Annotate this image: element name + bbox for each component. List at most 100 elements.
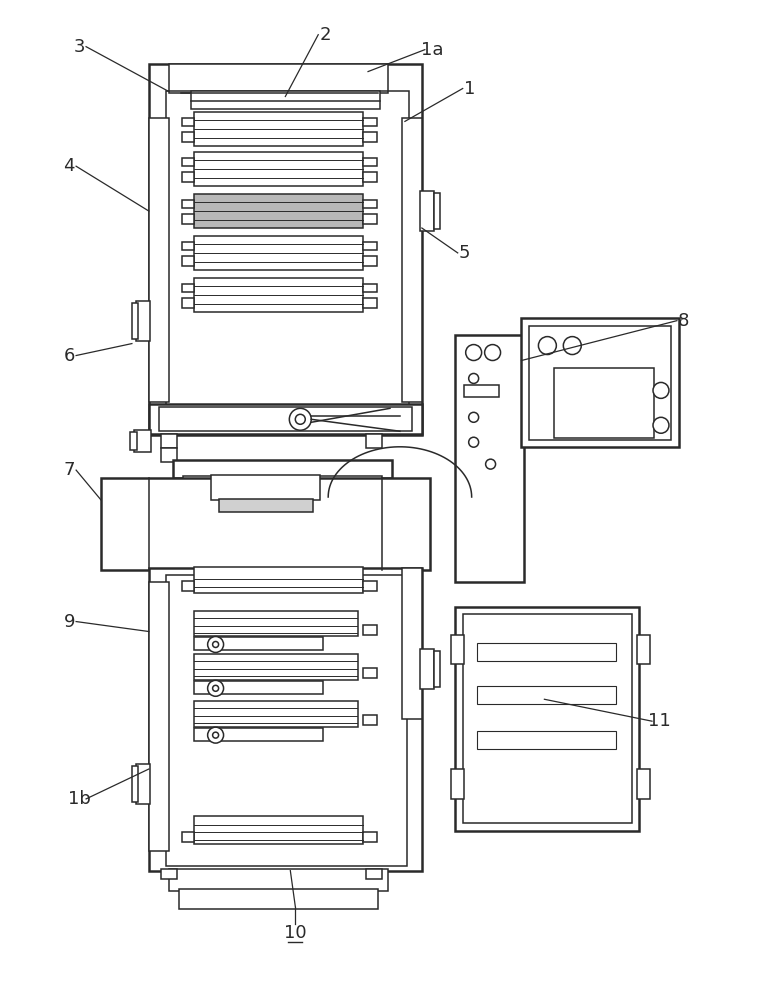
- Text: 10: 10: [284, 924, 306, 942]
- Bar: [363, 242, 377, 250]
- Bar: [363, 132, 377, 142]
- Bar: [363, 625, 377, 635]
- Circle shape: [466, 345, 482, 361]
- Bar: [194, 112, 363, 146]
- Text: 9: 9: [63, 613, 75, 631]
- Bar: [161, 869, 177, 879]
- Bar: [363, 172, 377, 182]
- Bar: [169, 64, 388, 93]
- Bar: [182, 172, 194, 182]
- Bar: [420, 191, 434, 231]
- Text: 6: 6: [63, 347, 74, 365]
- Bar: [149, 64, 422, 435]
- Circle shape: [469, 412, 479, 422]
- Circle shape: [538, 337, 556, 355]
- Bar: [363, 832, 377, 842]
- Bar: [182, 200, 194, 208]
- Bar: [161, 434, 177, 448]
- Bar: [451, 769, 464, 799]
- Text: 2: 2: [319, 26, 331, 44]
- Bar: [136, 764, 150, 804]
- Bar: [159, 407, 412, 431]
- Bar: [149, 118, 169, 402]
- Text: 1a: 1a: [420, 41, 443, 59]
- Bar: [194, 728, 323, 741]
- Circle shape: [213, 732, 219, 738]
- Bar: [464, 385, 499, 397]
- Bar: [182, 298, 194, 308]
- Text: 8: 8: [678, 312, 689, 330]
- Text: 3: 3: [74, 38, 85, 56]
- Bar: [179, 889, 378, 909]
- Bar: [182, 118, 194, 126]
- Bar: [132, 303, 138, 339]
- Bar: [363, 256, 377, 266]
- Circle shape: [563, 337, 581, 355]
- Bar: [194, 194, 363, 228]
- Bar: [182, 242, 194, 250]
- Bar: [420, 649, 434, 689]
- Bar: [182, 256, 194, 266]
- Circle shape: [213, 641, 219, 647]
- Bar: [637, 635, 650, 664]
- Bar: [194, 152, 363, 186]
- Circle shape: [469, 373, 479, 383]
- Bar: [182, 476, 382, 488]
- Circle shape: [296, 414, 306, 424]
- Text: 11: 11: [648, 712, 670, 730]
- Text: 1: 1: [464, 80, 475, 98]
- Circle shape: [207, 680, 223, 696]
- Bar: [161, 448, 177, 462]
- Bar: [149, 582, 169, 851]
- Bar: [454, 607, 639, 831]
- Bar: [366, 869, 382, 879]
- Bar: [363, 298, 377, 308]
- Bar: [166, 91, 409, 430]
- Bar: [363, 284, 377, 292]
- Bar: [191, 91, 380, 109]
- Bar: [194, 816, 363, 844]
- Bar: [136, 301, 150, 341]
- Text: 1b: 1b: [68, 790, 90, 808]
- Circle shape: [207, 636, 223, 652]
- Bar: [182, 214, 194, 224]
- Bar: [363, 118, 377, 126]
- Circle shape: [653, 382, 669, 398]
- Bar: [402, 118, 422, 402]
- Bar: [194, 681, 323, 694]
- Circle shape: [653, 417, 669, 433]
- Bar: [637, 769, 650, 799]
- Bar: [182, 284, 194, 292]
- Bar: [554, 368, 654, 438]
- Bar: [477, 731, 616, 749]
- Bar: [194, 278, 363, 312]
- Bar: [521, 318, 679, 447]
- Bar: [477, 686, 616, 704]
- Bar: [463, 614, 632, 823]
- Bar: [182, 581, 194, 591]
- Bar: [194, 654, 358, 680]
- Text: 7: 7: [63, 461, 75, 479]
- Bar: [477, 643, 616, 661]
- Circle shape: [485, 345, 501, 361]
- Circle shape: [290, 408, 312, 430]
- Bar: [182, 832, 194, 842]
- Bar: [130, 432, 137, 450]
- Bar: [194, 637, 323, 650]
- Bar: [211, 475, 320, 500]
- Bar: [194, 701, 358, 727]
- Bar: [434, 651, 440, 687]
- Bar: [434, 193, 440, 229]
- Bar: [219, 499, 313, 512]
- Bar: [194, 611, 358, 636]
- Bar: [101, 478, 430, 570]
- Bar: [363, 581, 377, 591]
- Bar: [451, 635, 464, 664]
- Bar: [363, 158, 377, 166]
- Bar: [454, 335, 524, 582]
- Bar: [169, 869, 388, 891]
- Bar: [366, 434, 382, 448]
- Bar: [149, 404, 422, 434]
- Bar: [363, 214, 377, 224]
- Text: 4: 4: [63, 157, 75, 175]
